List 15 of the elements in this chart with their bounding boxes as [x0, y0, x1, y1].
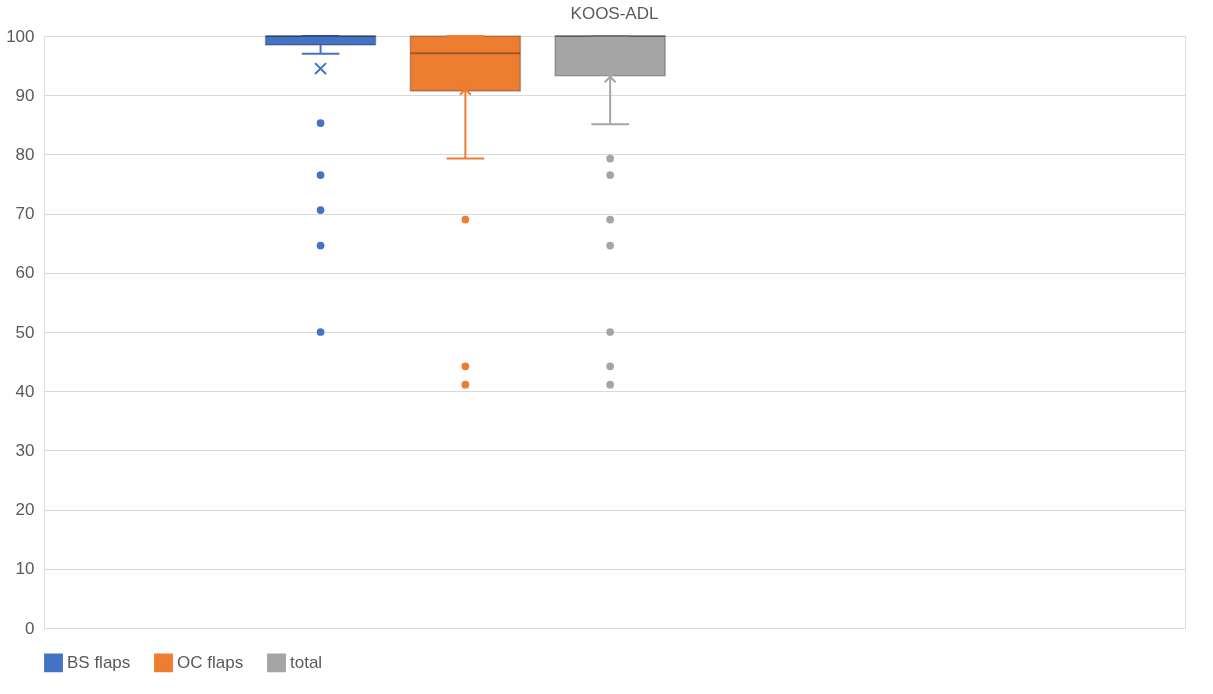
chart-title: KOOS-ADL	[570, 4, 659, 23]
legend-label: BS flaps	[67, 652, 131, 672]
y-tick-label: 0	[25, 618, 35, 638]
y-tick-label: 70	[15, 204, 35, 224]
y-tick-label: 90	[15, 85, 35, 105]
y-tick-label: 100	[6, 26, 35, 46]
y-tick-label: 40	[15, 381, 35, 401]
legend-label: OC flaps	[177, 652, 244, 672]
y-tick-label: 60	[15, 263, 35, 283]
legend-label: total	[290, 652, 323, 672]
y-tick-label: 30	[15, 440, 35, 460]
y-tick-label: 80	[15, 144, 35, 164]
y-tick-label: 50	[15, 322, 35, 342]
y-tick-label: 10	[15, 559, 35, 579]
y-tick-label: 20	[15, 500, 35, 520]
